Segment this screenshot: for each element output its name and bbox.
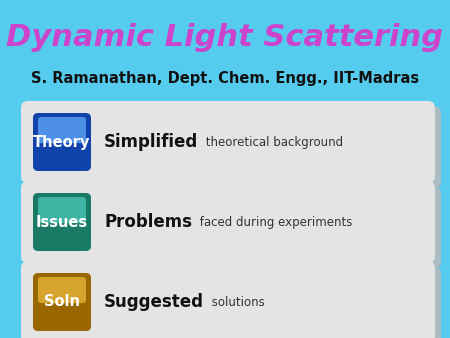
Text: Simplified: Simplified <box>104 133 198 151</box>
FancyBboxPatch shape <box>21 261 435 338</box>
Text: Theory: Theory <box>33 135 91 149</box>
Text: Issues: Issues <box>36 215 88 230</box>
Text: solutions: solutions <box>208 295 265 309</box>
FancyBboxPatch shape <box>33 273 91 331</box>
FancyBboxPatch shape <box>27 106 441 189</box>
FancyBboxPatch shape <box>27 187 441 268</box>
FancyBboxPatch shape <box>38 197 86 223</box>
Text: Dynamic Light Scattering: Dynamic Light Scattering <box>6 24 444 52</box>
Text: S. Ramanathan, Dept. Chem. Engg., IIT-Madras: S. Ramanathan, Dept. Chem. Engg., IIT-Ma… <box>31 71 419 86</box>
FancyBboxPatch shape <box>38 117 86 143</box>
FancyBboxPatch shape <box>33 113 91 171</box>
Text: theoretical background: theoretical background <box>202 136 343 148</box>
Text: faced during experiments: faced during experiments <box>196 216 352 228</box>
Text: Soln: Soln <box>44 294 80 310</box>
Text: Problems: Problems <box>104 213 192 231</box>
FancyBboxPatch shape <box>38 277 86 303</box>
FancyBboxPatch shape <box>27 266 441 338</box>
FancyBboxPatch shape <box>21 101 435 183</box>
Text: Suggested: Suggested <box>104 293 204 311</box>
FancyBboxPatch shape <box>21 181 435 263</box>
FancyBboxPatch shape <box>33 193 91 251</box>
